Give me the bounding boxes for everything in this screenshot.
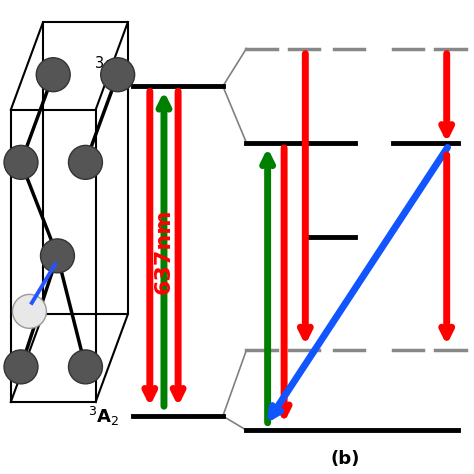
Circle shape <box>12 294 46 328</box>
Circle shape <box>68 146 102 179</box>
Circle shape <box>40 239 74 273</box>
Circle shape <box>100 58 135 91</box>
Circle shape <box>68 350 102 384</box>
Text: (b): (b) <box>331 450 360 468</box>
Circle shape <box>4 350 38 384</box>
Circle shape <box>4 146 38 179</box>
Text: 637nm: 637nm <box>154 209 174 294</box>
Text: $^3$A$_2$: $^3$A$_2$ <box>88 404 119 428</box>
Circle shape <box>36 58 70 91</box>
Text: $^3$E: $^3$E <box>94 56 119 82</box>
